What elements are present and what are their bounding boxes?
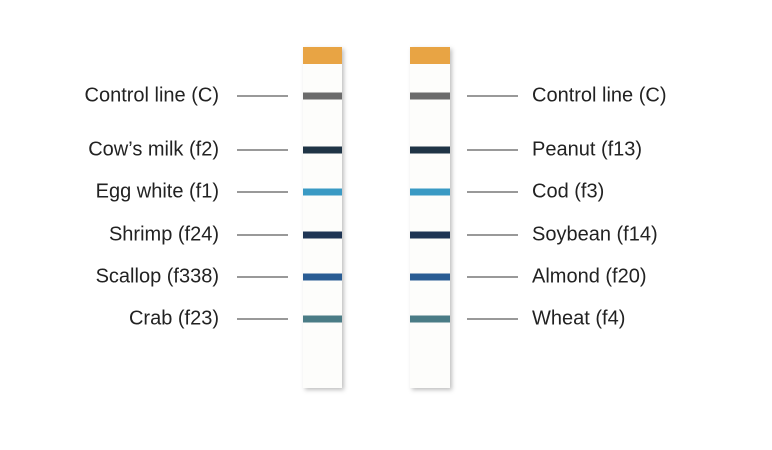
test-band [410,315,450,323]
band-label: Wheat (f4) [532,307,625,329]
band-label: Egg white (f1) [96,180,219,202]
test-band [303,231,342,239]
strip-cap [303,47,342,64]
test-strip [303,47,342,388]
test-band [303,188,342,196]
test-band [303,146,342,154]
test-band [410,146,450,154]
band-label: Scallop (f338) [96,265,219,287]
test-band [410,92,450,100]
band-label: Cow’s milk (f2) [88,138,219,160]
test-band [410,188,450,196]
band-label: Shrimp (f24) [109,223,219,245]
test-strip [410,47,450,388]
band-label: Peanut (f13) [532,138,642,160]
test-band [410,273,450,281]
test-band [303,273,342,281]
strip-body [303,47,342,388]
strip-body [410,47,450,388]
test-band [303,315,342,323]
band-label: Control line (C) [532,84,666,106]
band-label: Cod (f3) [532,180,604,202]
band-label: Control line (C) [85,84,219,106]
band-label: Almond (f20) [532,265,647,287]
band-label: Soybean (f14) [532,223,658,245]
test-band [303,92,342,100]
strip-cap [410,47,450,64]
test-band [410,231,450,239]
band-label: Crab (f23) [129,307,219,329]
